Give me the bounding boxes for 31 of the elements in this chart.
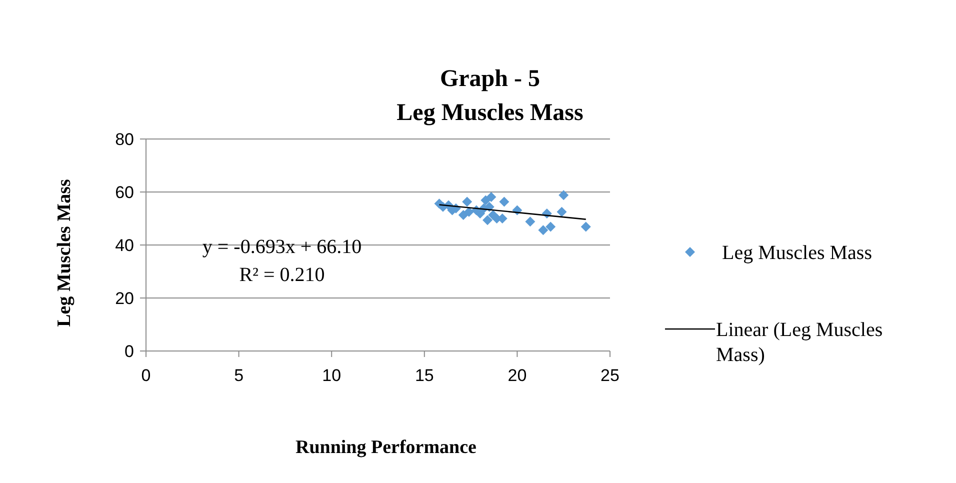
y-tick-label: 0 [124,342,134,361]
x-tick-label: 5 [234,366,244,385]
annotation: y = -0.693x + 66.10 [202,236,362,258]
x-tick-label: 10 [322,366,342,385]
x-tick-label: 25 [600,366,620,385]
point [462,196,472,207]
y-tick-label: 40 [115,236,134,255]
point [480,195,491,206]
point [556,206,567,217]
point [580,222,591,232]
x-tick-label: 15 [414,366,434,385]
y-axis-title: Leg Muscles Mass [54,179,75,327]
legend-label: Leg Muscles Mass [722,242,872,264]
point [499,196,510,207]
legend-label: Linear (Leg Muscles Mass) [716,319,883,366]
y-tick-label: 60 [115,182,134,202]
point [482,215,493,226]
y-tick-label: 80 [115,130,134,149]
point [464,206,474,217]
x-tick-label: 0 [141,366,151,385]
point [458,210,468,220]
x-axis-title: Running Performance [295,437,477,458]
y-tick-label: 20 [115,288,134,308]
point [546,222,556,232]
point [525,216,536,227]
x-tick-label: 20 [508,366,527,385]
chart-title: Graph - 5 Leg Muscles Mass [396,66,584,126]
annotation: R² = 0.210 [239,264,325,286]
point [486,192,496,202]
point [538,225,548,236]
point [558,190,569,200]
